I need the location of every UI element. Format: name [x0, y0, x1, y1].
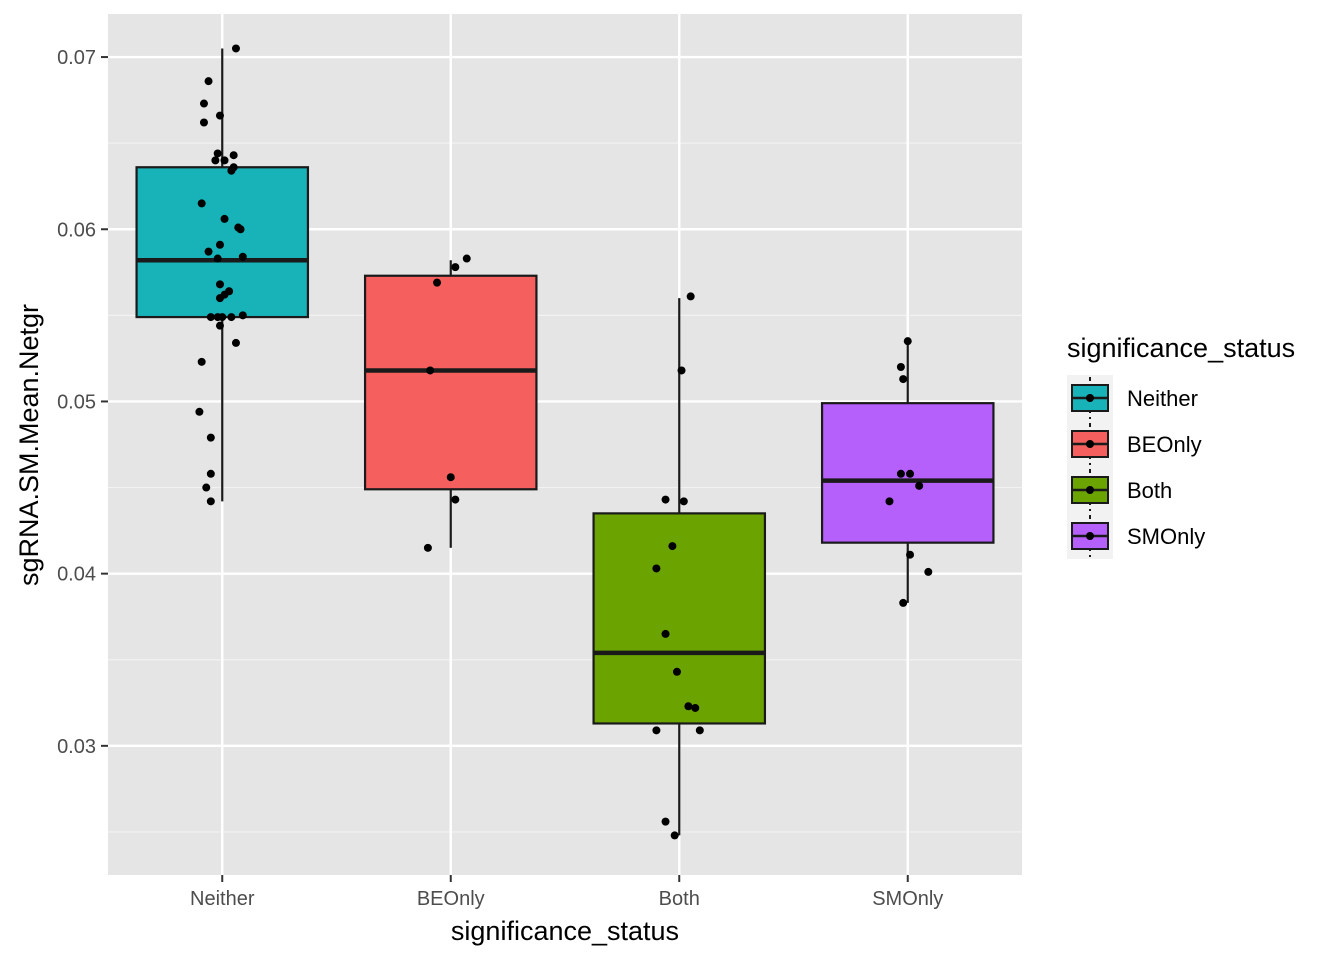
data-point	[238, 311, 247, 320]
legend: significance_status Neither BEOnly Both SMO…	[1067, 333, 1295, 559]
data-point	[885, 497, 894, 506]
data-point	[672, 667, 681, 676]
data-point	[423, 543, 432, 552]
data-point	[206, 313, 215, 322]
legend-title: significance_status	[1067, 333, 1295, 363]
x-tick-label: BEOnly	[417, 888, 485, 910]
y-axis: 0.03 0.04 0.05 0.06 0.07	[57, 47, 108, 758]
data-point	[915, 481, 924, 490]
data-point	[691, 703, 700, 712]
data-point	[433, 278, 442, 287]
data-point	[215, 240, 224, 249]
data-point	[695, 726, 704, 735]
legend-key-point	[1086, 532, 1094, 540]
data-point	[906, 550, 915, 559]
legend-key-point	[1086, 440, 1094, 448]
legend-key-neither: Neither	[1067, 375, 1198, 421]
data-point	[899, 598, 908, 607]
x-tick-label: Both	[659, 888, 700, 910]
legend-label: BEOnly	[1127, 432, 1202, 457]
legend-label: Neither	[1127, 386, 1198, 411]
data-point	[199, 118, 208, 127]
data-point	[661, 495, 670, 504]
data-point	[652, 564, 661, 573]
data-point	[446, 473, 455, 482]
data-point	[231, 44, 240, 53]
data-point	[197, 199, 206, 208]
data-point	[220, 214, 229, 223]
data-point	[215, 280, 224, 289]
data-point	[204, 247, 213, 256]
data-point	[670, 831, 679, 840]
y-axis-title: sgRNA.SM.Mean.Netgr	[14, 304, 44, 586]
data-point	[227, 166, 236, 175]
legend-label: SMOnly	[1127, 524, 1205, 549]
box-beonly	[363, 260, 538, 548]
data-point	[896, 363, 905, 372]
data-point	[451, 495, 460, 504]
x-tick-label: SMOnly	[872, 888, 943, 910]
data-point	[199, 99, 208, 108]
data-point	[231, 338, 240, 347]
data-point	[229, 151, 238, 160]
data-point	[652, 726, 661, 735]
x-axis-title: significance_status	[451, 916, 679, 946]
data-point	[679, 497, 688, 506]
legend-key-beonly: BEOnly	[1067, 421, 1202, 467]
data-point	[215, 294, 224, 303]
data-point	[213, 254, 222, 263]
data-point	[677, 366, 686, 375]
data-point	[238, 252, 247, 261]
data-point	[686, 292, 695, 301]
data-point	[906, 469, 915, 478]
data-point	[206, 469, 215, 478]
box-series	[135, 48, 995, 836]
data-point	[426, 366, 435, 375]
box-body	[592, 512, 767, 725]
y-tick-label: 0.03	[57, 736, 96, 758]
data-point	[462, 254, 471, 263]
y-tick-label: 0.04	[57, 564, 96, 586]
legend-label: Both	[1127, 478, 1172, 503]
data-point	[211, 156, 220, 165]
data-point	[215, 111, 224, 120]
x-tick-label: Neither	[190, 888, 255, 910]
x-axis: Neither BEOnly Both SMOnly	[190, 875, 943, 910]
jitter-points	[195, 44, 933, 840]
data-point	[195, 407, 204, 416]
legend-key-smonly: SMOnly	[1067, 513, 1205, 559]
data-point	[661, 629, 670, 638]
data-point	[451, 263, 460, 272]
data-point	[206, 433, 215, 442]
data-point	[661, 817, 670, 826]
data-point	[204, 77, 213, 86]
legend-key-point	[1086, 394, 1094, 402]
data-point	[213, 149, 222, 158]
legend-key-both: Both	[1067, 467, 1172, 513]
data-point	[218, 313, 227, 322]
data-point	[896, 469, 905, 478]
data-point	[668, 542, 677, 551]
legend-key-point	[1086, 486, 1094, 494]
data-point	[220, 156, 229, 165]
data-point	[197, 357, 206, 366]
y-tick-label: 0.06	[57, 219, 96, 241]
data-point	[206, 497, 215, 506]
legend-keys: Neither BEOnly Both SMOnly	[1067, 375, 1205, 559]
data-point	[899, 375, 908, 384]
data-point	[215, 321, 224, 330]
data-point	[227, 313, 236, 322]
data-point	[924, 567, 933, 576]
box-body	[363, 274, 538, 491]
y-tick-label: 0.07	[57, 47, 96, 69]
data-point	[903, 337, 912, 346]
data-point	[202, 483, 211, 492]
box-both	[592, 298, 767, 836]
data-point	[236, 225, 245, 234]
data-point	[684, 702, 693, 711]
y-tick-label: 0.05	[57, 391, 96, 413]
